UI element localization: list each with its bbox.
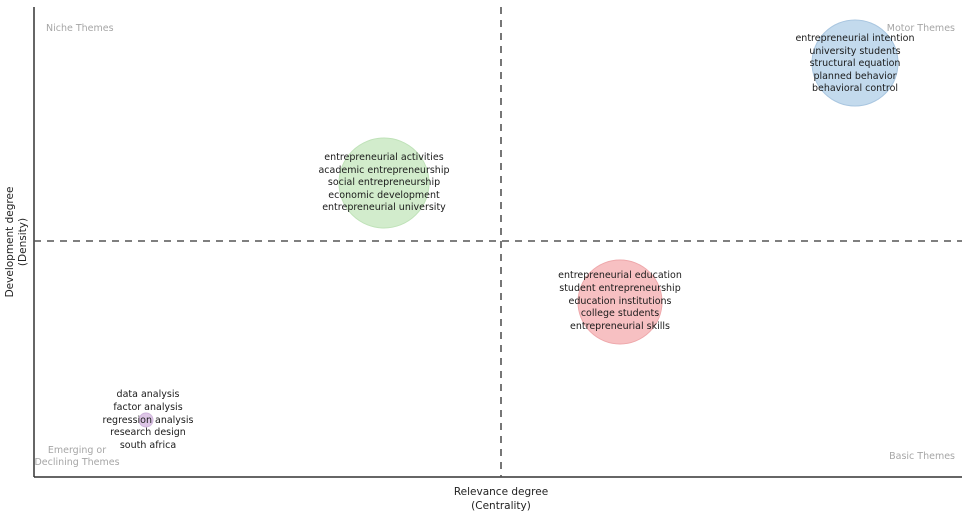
cluster-term: data analysis	[117, 389, 180, 400]
cluster-term: entrepreneurial activities	[324, 152, 443, 163]
cluster-term: education institutions	[568, 296, 671, 307]
cluster-term: economic development	[328, 190, 440, 201]
cluster-bubble[interactable]	[577, 259, 663, 345]
cluster-term: research design	[110, 427, 186, 438]
quadrant-label-emerging-line1: Emerging or	[48, 445, 106, 456]
cluster-term: south africa	[120, 440, 176, 451]
cluster-term: entrepreneurial university	[322, 202, 446, 213]
cluster-term: planned behavior	[813, 71, 896, 82]
x-axis-title-line1: Relevance degree	[454, 486, 548, 498]
cluster-term: college students	[581, 308, 659, 319]
y-axis-title: Development degree (Density)	[4, 187, 29, 298]
cluster-term: entrepreneurial skills	[570, 321, 670, 332]
cluster-term: academic entrepreneurship	[318, 165, 449, 176]
cluster-bubble[interactable]	[138, 412, 154, 428]
cluster-bubble[interactable]	[338, 137, 430, 229]
cluster-basic-entrepreneurial-education[interactable]: entrepreneurial education student entrep…	[558, 259, 682, 345]
quadrant-label-emerging-line2: Declining Themes	[34, 457, 119, 468]
quadrant-label-basic: Basic Themes	[889, 451, 955, 462]
cluster-term: regression analysis	[103, 415, 194, 426]
cluster-term: entrepreneurial intention	[795, 33, 914, 44]
y-axis-title-line1: Development degree	[4, 187, 16, 298]
cluster-term: factor analysis	[113, 402, 182, 413]
cluster-term: entrepreneurial education	[558, 270, 682, 281]
cluster-motor-entrepreneurial-intention[interactable]: entrepreneurial intention university stu…	[795, 19, 915, 107]
cluster-term: behavioral control	[812, 83, 898, 94]
cluster-emerging-data-analysis[interactable]: data analysis factor analysis regression…	[103, 389, 194, 451]
quadrant-label-motor: Motor Themes	[887, 23, 955, 34]
cluster-term: structural equation	[810, 58, 901, 69]
cluster-term: university students	[809, 46, 900, 57]
cluster-niche-entrepreneurial-activities[interactable]: entrepreneurial activities academic entr…	[318, 137, 450, 229]
x-axis-title-line2: (Centrality)	[471, 500, 531, 512]
cluster-term: student entrepreneurship	[559, 283, 680, 294]
cluster-term: social entrepreneurship	[328, 177, 440, 188]
quadrant-label-niche: Niche Themes	[46, 23, 114, 34]
cluster-bubble[interactable]	[811, 19, 899, 107]
y-axis-title-line2: (Density)	[17, 218, 29, 266]
